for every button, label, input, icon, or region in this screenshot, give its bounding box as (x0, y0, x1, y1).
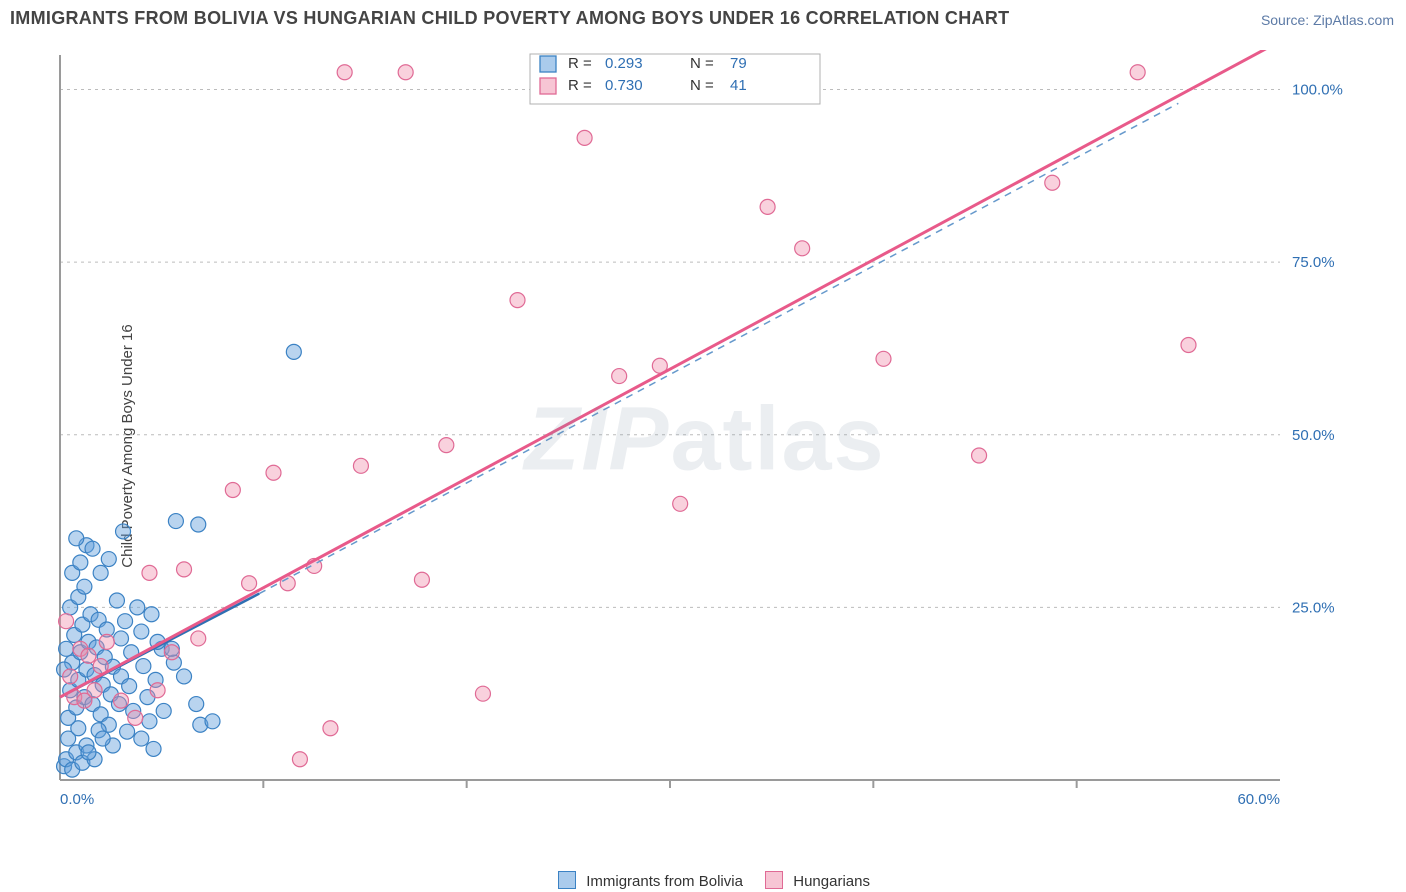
data-point (59, 641, 74, 656)
data-point (205, 714, 220, 729)
y-tick-label: 50.0% (1292, 427, 1335, 444)
legend-label-pink: Hungarians (793, 873, 870, 890)
data-point (266, 465, 281, 480)
data-point (114, 631, 129, 646)
data-point (59, 614, 74, 629)
data-point (168, 514, 183, 529)
data-point (795, 241, 810, 256)
legend-swatch-blue (558, 871, 576, 889)
source-credit: Source: ZipAtlas.com (1261, 12, 1394, 28)
data-point (876, 351, 891, 366)
data-point (191, 631, 206, 646)
data-point (242, 576, 257, 591)
data-point (136, 659, 151, 674)
data-point (398, 65, 413, 80)
legend-swatch (540, 78, 556, 94)
legend-n-value: 79 (730, 55, 747, 72)
data-point (1045, 175, 1060, 190)
legend-n-value: 41 (730, 77, 747, 94)
data-point (146, 741, 161, 756)
data-point (134, 624, 149, 639)
data-point (122, 679, 137, 694)
data-point (612, 369, 627, 384)
trend-line-dash (259, 103, 1178, 593)
y-tick-label: 75.0% (1292, 254, 1335, 271)
data-point (760, 199, 775, 214)
data-point (337, 65, 352, 80)
chart-plot-area: ZIPatlas 25.0%50.0%75.0%100.0%0.0%60.0%R… (50, 50, 1360, 820)
legend-label-blue: Immigrants from Bolivia (586, 873, 743, 890)
legend-r-label: R = (568, 55, 592, 72)
legend-r-label: R = (568, 77, 592, 94)
data-point (120, 724, 135, 739)
source-link[interactable]: ZipAtlas.com (1313, 12, 1394, 28)
data-point (510, 293, 525, 308)
data-point (128, 710, 143, 725)
data-point (63, 669, 78, 684)
data-point (87, 683, 102, 698)
data-point (69, 531, 84, 546)
data-point (77, 579, 92, 594)
data-point (475, 686, 490, 701)
y-tick-label: 25.0% (1292, 599, 1335, 616)
source-label: Source: (1261, 12, 1309, 28)
y-tick-label: 100.0% (1292, 82, 1343, 99)
data-point (323, 721, 338, 736)
data-point (177, 562, 192, 577)
data-point (150, 683, 165, 698)
data-point (414, 572, 429, 587)
data-point (81, 648, 96, 663)
data-point (1181, 338, 1196, 353)
data-point (177, 669, 192, 684)
data-point (144, 607, 159, 622)
data-point (142, 714, 157, 729)
data-point (286, 344, 301, 359)
data-point (164, 645, 179, 660)
legend-swatch (540, 56, 556, 72)
data-point (95, 731, 110, 746)
data-point (142, 565, 157, 580)
data-point (439, 438, 454, 453)
data-point (225, 483, 240, 498)
bottom-legend: Immigrants from Bolivia Hungarians (50, 871, 1360, 890)
data-point (189, 697, 204, 712)
legend-r-value: 0.730 (605, 77, 643, 94)
data-point (353, 458, 368, 473)
data-point (191, 517, 206, 532)
data-point (109, 593, 124, 608)
data-point (673, 496, 688, 511)
data-point (99, 634, 114, 649)
x-tick-label: 60.0% (1237, 791, 1280, 808)
legend-swatch-pink (765, 871, 783, 889)
data-point (134, 731, 149, 746)
legend-r-value: 0.293 (605, 55, 643, 72)
legend-n-label: N = (690, 77, 714, 94)
data-point (81, 745, 96, 760)
data-point (1130, 65, 1145, 80)
data-point (292, 752, 307, 767)
data-point (85, 541, 100, 556)
x-tick-label: 0.0% (60, 791, 94, 808)
chart-svg: 25.0% 50.0% 75.0% 100.0% 0.0% 60.0% R = 0.293 N … (50, 50, 1360, 820)
data-point (972, 448, 987, 463)
data-point (93, 565, 108, 580)
legend-n-label: N = (690, 55, 714, 72)
data-point (101, 552, 116, 567)
chart-title: IMMIGRANTS FROM BOLIVIA VS HUNGARIAN CHI… (10, 8, 1009, 29)
data-point (577, 130, 592, 145)
data-point (73, 555, 88, 570)
data-point (118, 614, 133, 629)
data-point (116, 524, 131, 539)
data-point (130, 600, 145, 615)
data-point (114, 693, 129, 708)
data-point (156, 703, 171, 718)
